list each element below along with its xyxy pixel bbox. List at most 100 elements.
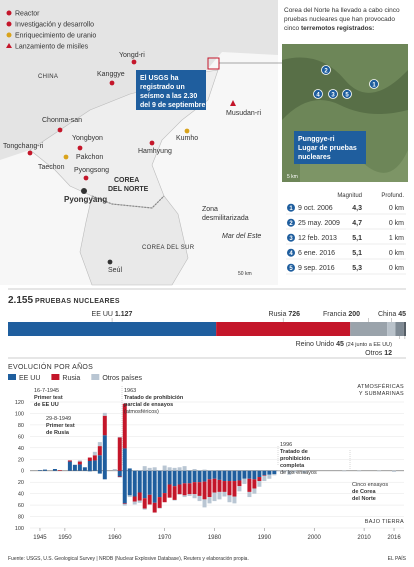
bar-underground (182, 483, 187, 496)
bar-underground (202, 499, 207, 508)
bar-underground (267, 474, 272, 479)
bar-underground (242, 478, 247, 484)
bar-atmospheric (37, 470, 42, 471)
series-value: 45 (336, 341, 344, 348)
marker (57, 127, 63, 133)
callout-box (136, 70, 206, 110)
row-magnitude: 4,3 (352, 205, 362, 212)
pin (328, 89, 338, 99)
bar-underground (197, 482, 202, 496)
total: 2.155 (8, 295, 33, 306)
chart-title: EVOLUCIÓN POR AÑOS (8, 362, 93, 371)
legend-label: Rusia (62, 375, 80, 382)
marker (77, 145, 83, 151)
intro: cinco terremotos registrados: (284, 25, 374, 32)
bar-atmospheric (87, 457, 92, 461)
annotation: de EE UU (34, 402, 59, 408)
pin-number: 4 (316, 92, 320, 98)
bar-underground (227, 470, 232, 482)
bar-atmospheric (67, 460, 72, 462)
legend-label: Reactor (15, 11, 40, 18)
map-label: CHINA (38, 74, 58, 80)
y-tick-label: 20 (18, 457, 24, 463)
x-tick-label: 1990 (258, 535, 272, 541)
marker (131, 59, 137, 65)
bar-underground (87, 470, 92, 472)
bar-underground (202, 481, 207, 500)
bar-atmospheric (112, 469, 117, 471)
bar-atmospheric (132, 470, 137, 471)
annotation: Primer test (34, 395, 63, 401)
terrain (282, 57, 408, 120)
annotation: 1996 (280, 442, 292, 448)
bar-underground (212, 478, 217, 493)
bar-atmospheric (167, 467, 172, 471)
row-badge (287, 248, 295, 257)
bar-underground (392, 470, 397, 472)
bar-underground (177, 470, 182, 485)
icon (6, 32, 12, 38)
bar-atmospheric (87, 460, 92, 471)
series-name: China (378, 311, 396, 318)
bar-atmospheric (92, 455, 97, 461)
segment-label: Francia 200 (323, 311, 360, 318)
x-tick-label: 2000 (308, 535, 322, 541)
bar-atmospheric (207, 470, 212, 471)
bar-underground (147, 470, 152, 495)
marker (149, 140, 155, 146)
series-note: (24 junto a EE UU) (346, 342, 392, 348)
map-label: Taechon (38, 164, 65, 171)
annotation: de los ensayos (280, 470, 317, 476)
series-name: Otros (365, 350, 383, 357)
bar-underground (237, 470, 242, 481)
annotation: parcial de ensayos (124, 402, 173, 408)
row-number: 3 (289, 236, 293, 242)
bar-atmospheric (97, 442, 102, 447)
bar-underground (137, 492, 142, 501)
bar-atmospheric (102, 412, 107, 416)
bar-underground (207, 479, 212, 498)
bar-underground (192, 494, 197, 499)
marker (109, 80, 115, 86)
x-tick-label: 1945 (33, 535, 47, 541)
segment-label: EE UU 1.127 (92, 311, 133, 318)
bar-underground (152, 470, 157, 503)
bar-underground (172, 499, 177, 501)
y-tick-label: 100 (15, 526, 24, 532)
bar-atmospheric (42, 469, 47, 471)
capital (81, 188, 87, 194)
legend-label: Investigación y desarrollo (15, 22, 94, 29)
bar-underground (187, 470, 192, 484)
pin-number: 5 (345, 92, 349, 98)
row-magnitude: 5,1 (352, 250, 362, 257)
bar-underground (222, 481, 227, 492)
row-magnitude: 4,7 (352, 220, 362, 227)
y-tick-label: 80 (18, 515, 24, 521)
bar-atmospheric (152, 467, 157, 471)
bar-atmospheric (77, 460, 82, 462)
bar-atmospheric (162, 465, 167, 471)
bar-atmospheric (92, 451, 97, 456)
pin (342, 89, 352, 99)
pin-number: 1 (372, 82, 376, 88)
bar-underground (257, 477, 262, 482)
bar-underground (177, 494, 182, 495)
y-tick-label: 20 (18, 480, 24, 486)
bar-underground (102, 470, 107, 480)
bar-underground (247, 491, 252, 498)
segment-label: Otros 12 (365, 350, 392, 357)
map-label: Pakchon (76, 154, 103, 161)
bar-atmospheric (117, 437, 122, 471)
dmz (91, 195, 165, 209)
row-number: 2 (289, 221, 293, 227)
pin (313, 89, 323, 99)
bar-underground (242, 470, 247, 479)
bar-underground (262, 475, 267, 482)
bar-underground (237, 480, 242, 487)
row-date: 25 may. 2009 (298, 220, 340, 227)
y-tick-label: 100 (15, 411, 24, 417)
bar-atmospheric (192, 469, 197, 471)
bar-segment (8, 322, 217, 336)
bar-atmospheric (72, 465, 77, 471)
bar-segment (395, 322, 404, 336)
